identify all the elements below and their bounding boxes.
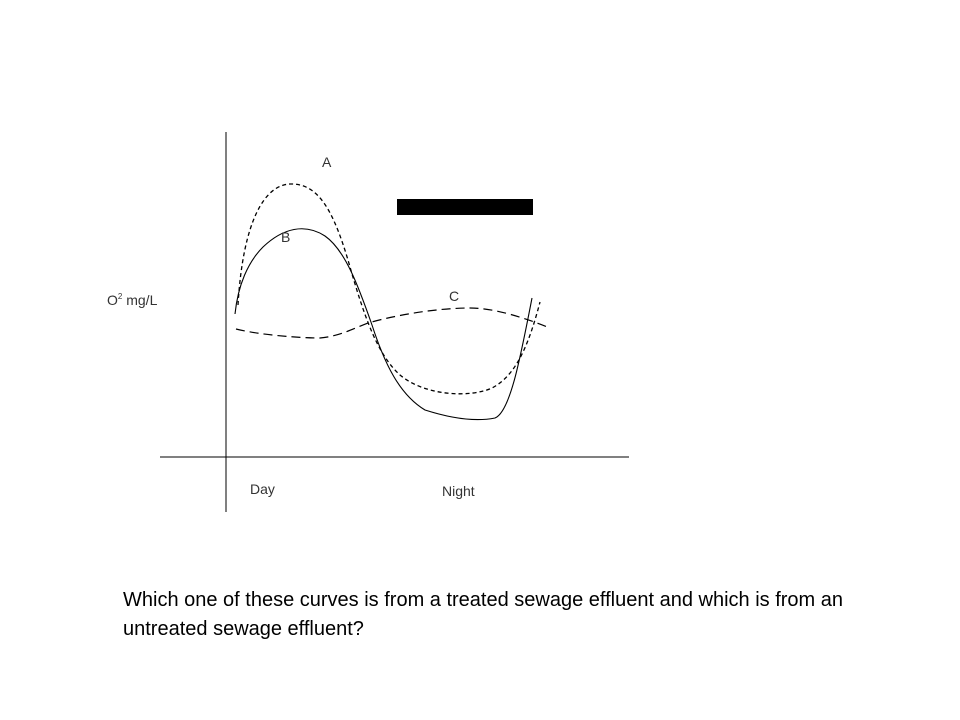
y-axis-label-unit: mg/L — [122, 292, 157, 308]
curve-b — [234, 228, 533, 421]
y-axis-label-sup: 2 — [118, 292, 123, 301]
x-axis-night-label: Night — [442, 483, 475, 499]
curve-c-label: C — [449, 288, 459, 304]
curve-a-label: A — [322, 154, 332, 170]
curve-c — [235, 307, 551, 339]
y-axis-label-o: O — [107, 292, 118, 308]
y-axis-label: O2 mg/L — [107, 292, 158, 308]
x-axis-day-label: Day — [250, 481, 275, 497]
curve-b-label: B — [281, 229, 290, 245]
curve-a — [237, 183, 541, 395]
redaction-bar — [397, 199, 533, 215]
question-text: Which one of these curves is from a trea… — [123, 589, 843, 640]
